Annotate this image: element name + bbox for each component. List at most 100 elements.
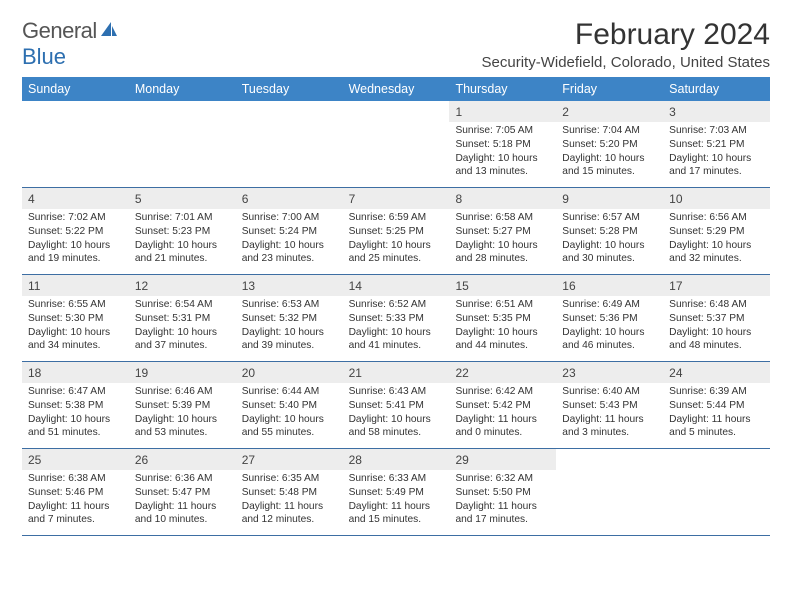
sunrise-text: Sunrise: 6:40 AM [562,385,657,399]
sunrise-text: Sunrise: 6:39 AM [669,385,764,399]
sunrise-text: Sunrise: 6:53 AM [242,298,337,312]
location-text: Security-Widefield, Colorado, United Sta… [482,54,770,71]
sunset-text: Sunset: 5:27 PM [455,225,550,239]
sunrise-text: Sunrise: 6:36 AM [135,472,230,486]
day-number: 12 [129,275,236,296]
day-cell: 28Sunrise: 6:33 AMSunset: 5:49 PMDayligh… [343,449,450,535]
sunset-text: Sunset: 5:38 PM [28,399,123,413]
day-number: 28 [343,449,450,470]
day-cell: 17Sunrise: 6:48 AMSunset: 5:37 PMDayligh… [663,275,770,361]
day-cell: 5Sunrise: 7:01 AMSunset: 5:23 PMDaylight… [129,188,236,274]
weekday-header: Saturday [663,77,770,101]
day-number [129,101,236,122]
day-body: Sunrise: 6:55 AMSunset: 5:30 PMDaylight:… [22,296,129,357]
day-body: Sunrise: 6:49 AMSunset: 5:36 PMDaylight:… [556,296,663,357]
day-cell [663,449,770,535]
daylight-text: Daylight: 10 hours and 55 minutes. [242,413,337,441]
day-cell: 27Sunrise: 6:35 AMSunset: 5:48 PMDayligh… [236,449,343,535]
sunset-text: Sunset: 5:41 PM [349,399,444,413]
daylight-text: Daylight: 10 hours and 19 minutes. [28,239,123,267]
sunset-text: Sunset: 5:49 PM [349,486,444,500]
daylight-text: Daylight: 10 hours and 58 minutes. [349,413,444,441]
daylight-text: Daylight: 10 hours and 30 minutes. [562,239,657,267]
daylight-text: Daylight: 10 hours and 46 minutes. [562,326,657,354]
sunrise-text: Sunrise: 7:00 AM [242,211,337,225]
sunrise-text: Sunrise: 6:57 AM [562,211,657,225]
sunset-text: Sunset: 5:30 PM [28,312,123,326]
sunrise-text: Sunrise: 6:48 AM [669,298,764,312]
daylight-text: Daylight: 10 hours and 34 minutes. [28,326,123,354]
sunset-text: Sunset: 5:22 PM [28,225,123,239]
day-cell: 18Sunrise: 6:47 AMSunset: 5:38 PMDayligh… [22,362,129,448]
day-number [236,101,343,122]
sunrise-text: Sunrise: 7:04 AM [562,124,657,138]
day-body: Sunrise: 7:04 AMSunset: 5:20 PMDaylight:… [556,122,663,183]
day-number: 13 [236,275,343,296]
day-cell: 15Sunrise: 6:51 AMSunset: 5:35 PMDayligh… [449,275,556,361]
day-body: Sunrise: 6:57 AMSunset: 5:28 PMDaylight:… [556,209,663,270]
day-number: 25 [22,449,129,470]
day-body: Sunrise: 6:51 AMSunset: 5:35 PMDaylight:… [449,296,556,357]
sunset-text: Sunset: 5:24 PM [242,225,337,239]
day-cell: 13 Sunrise: 6:53 AMSunset: 5:32 PMDayligh… [236,275,343,361]
day-cell [556,449,663,535]
day-number: 7 [343,188,450,209]
day-cell: 16Sunrise: 6:49 AMSunset: 5:36 PMDayligh… [556,275,663,361]
sunrise-text: Sunrise: 6:58 AM [455,211,550,225]
day-cell: 2Sunrise: 7:04 AMSunset: 5:20 PMDaylight… [556,101,663,187]
day-cell: 11Sunrise: 6:55 AMSunset: 5:30 PMDayligh… [22,275,129,361]
weekday-header: Thursday [449,77,556,101]
daylight-text: Daylight: 10 hours and 25 minutes. [349,239,444,267]
sunset-text: Sunset: 5:28 PM [562,225,657,239]
daylight-text: Daylight: 11 hours and 7 minutes. [28,500,123,528]
day-cell: 29Sunrise: 6:32 AMSunset: 5:50 PMDayligh… [449,449,556,535]
day-number: 26 [129,449,236,470]
day-body: Sunrise: 7:02 AMSunset: 5:22 PMDaylight:… [22,209,129,270]
sunset-text: Sunset: 5:48 PM [242,486,337,500]
day-number: 8 [449,188,556,209]
day-body: Sunrise: 6:35 AMSunset: 5:48 PMDaylight:… [236,470,343,531]
day-body: Sunrise: 6:54 AMSunset: 5:31 PMDaylight:… [129,296,236,357]
sunrise-text: Sunrise: 6:51 AM [455,298,550,312]
day-body: Sunrise: 6:58 AMSunset: 5:27 PMDaylight:… [449,209,556,270]
daylight-text: Daylight: 11 hours and 3 minutes. [562,413,657,441]
day-body: Sunrise: 6:43 AMSunset: 5:41 PMDaylight:… [343,383,450,444]
day-number: 20 [236,362,343,383]
day-number: 5 [129,188,236,209]
logo-word-2: Blue [22,44,66,69]
day-cell: 23Sunrise: 6:40 AMSunset: 5:43 PMDayligh… [556,362,663,448]
sunset-text: Sunset: 5:37 PM [669,312,764,326]
day-body: Sunrise: 6:48 AMSunset: 5:37 PMDaylight:… [663,296,770,357]
logo: General Blue [22,18,119,70]
daylight-text: Daylight: 10 hours and 48 minutes. [669,326,764,354]
weekday-header: Wednesday [343,77,450,101]
daylight-text: Daylight: 10 hours and 44 minutes. [455,326,550,354]
day-number [22,101,129,122]
sunrise-text: Sunrise: 6:55 AM [28,298,123,312]
day-body: Sunrise: 6:40 AMSunset: 5:43 PMDaylight:… [556,383,663,444]
sunset-text: Sunset: 5:32 PM [242,312,337,326]
daylight-text: Daylight: 10 hours and 39 minutes. [242,326,337,354]
day-number: 2 [556,101,663,122]
daylight-text: Daylight: 10 hours and 17 minutes. [669,152,764,180]
weekday-header-row: SundayMondayTuesdayWednesdayThursdayFrid… [22,77,770,101]
sunrise-text: Sunrise: 6:44 AM [242,385,337,399]
day-number: 10 [663,188,770,209]
sunset-text: Sunset: 5:46 PM [28,486,123,500]
sunset-text: Sunset: 5:35 PM [455,312,550,326]
day-number: 18 [22,362,129,383]
day-cell [343,101,450,187]
sunrise-text: Sunrise: 6:54 AM [135,298,230,312]
title-block: February 2024 Security-Widefield, Colora… [482,18,770,71]
day-body: Sunrise: 6:46 AMSunset: 5:39 PMDaylight:… [129,383,236,444]
logo-word-1: General [22,18,97,43]
day-cell: 3Sunrise: 7:03 AMSunset: 5:21 PMDaylight… [663,101,770,187]
sunset-text: Sunset: 5:42 PM [455,399,550,413]
day-cell: 19Sunrise: 6:46 AMSunset: 5:39 PMDayligh… [129,362,236,448]
sunset-text: Sunset: 5:39 PM [135,399,230,413]
day-body: Sunrise: 6:33 AMSunset: 5:49 PMDaylight:… [343,470,450,531]
daylight-text: Daylight: 11 hours and 10 minutes. [135,500,230,528]
sunrise-text: Sunrise: 7:05 AM [455,124,550,138]
daylight-text: Daylight: 11 hours and 12 minutes. [242,500,337,528]
day-number: 1 [449,101,556,122]
